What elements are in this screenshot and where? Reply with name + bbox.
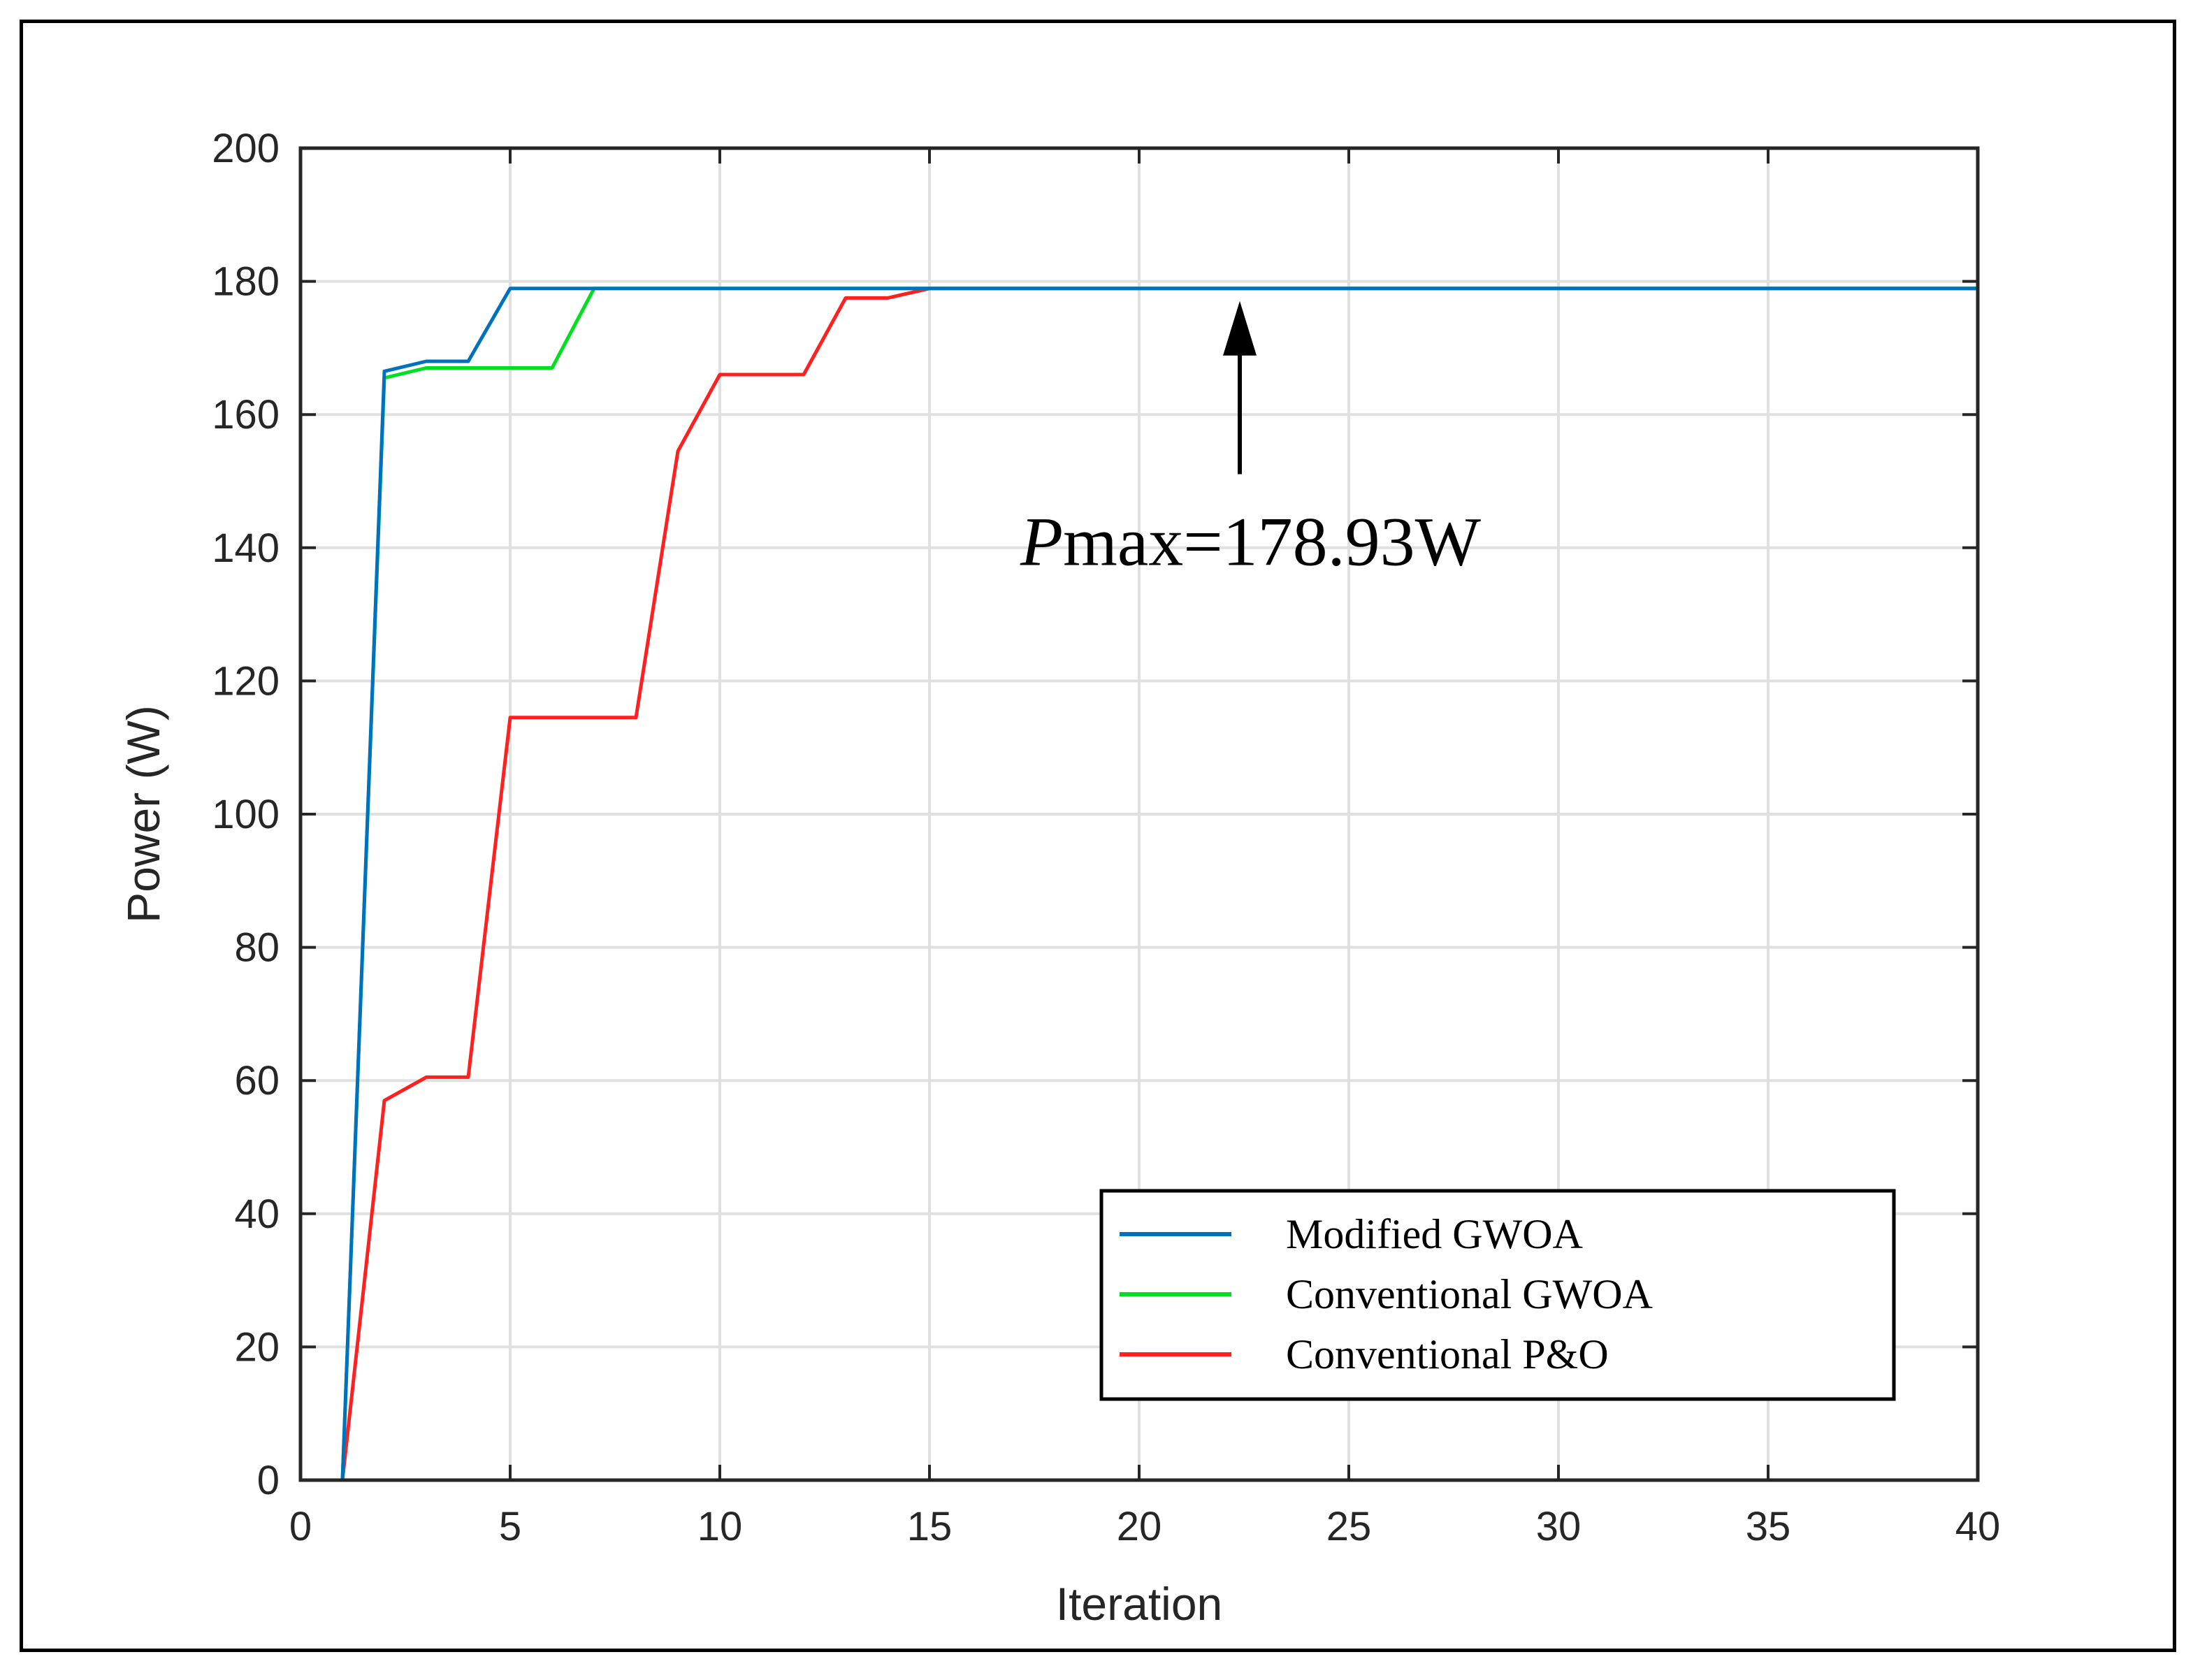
x-tick-label: 35	[1746, 1504, 1791, 1549]
y-tick-label: 140	[212, 526, 280, 571]
y-tick-label: 80	[234, 925, 280, 971]
y-tick-label: 20	[234, 1324, 280, 1370]
y-tick-label: 60	[234, 1058, 280, 1103]
y-axis-label: Power (W)	[117, 705, 169, 923]
y-tick-labels: 0 20 40 60 80 100 120 140 160 180 200	[212, 126, 280, 1503]
x-tick-label: 0	[289, 1504, 312, 1549]
legend: Modified GWOA Conventional GWOA Convention…	[1099, 1189, 1896, 1401]
pmax-annotation: Pmax=178.93W	[1020, 300, 1482, 581]
x-tick-labels: 0 5 10 15 20 25 30 35 40	[289, 1504, 2000, 1549]
series-line-0	[340, 287, 1978, 1481]
y-tick-label: 0	[257, 1458, 280, 1503]
x-axis-label: Iteration	[1056, 1578, 1222, 1630]
y-tick-label: 200	[212, 126, 280, 171]
pmax-arrow-head-icon	[1223, 300, 1257, 356]
x-tick-label: 10	[697, 1504, 743, 1549]
series-lines	[340, 287, 1978, 1481]
legend-label-2: Conventional P&O	[1286, 1331, 1609, 1377]
legend-box	[1099, 1189, 1896, 1401]
series-line-2	[340, 287, 1978, 1481]
y-tick-label: 100	[212, 792, 280, 837]
pmax-label-value: max=178.93W	[1063, 503, 1482, 581]
legend-label-0: Modified GWOA	[1286, 1211, 1583, 1257]
y-tick-label: 160	[212, 392, 280, 437]
y-tick-label: 40	[234, 1192, 280, 1237]
y-tick-label: 120	[212, 658, 280, 704]
legend-label-1: Conventional GWOA	[1286, 1271, 1653, 1317]
pmax-label: Pmax=178.93W	[1020, 503, 1482, 581]
x-tick-label: 5	[499, 1504, 521, 1549]
legend-items: Modified GWOA Conventional GWOA Convention…	[1120, 1211, 1653, 1377]
x-tick-label: 30	[1536, 1504, 1582, 1549]
x-tick-label: 15	[907, 1504, 953, 1549]
series-line-1	[340, 287, 1978, 1481]
y-tick-label: 180	[212, 259, 280, 305]
x-tick-label: 25	[1326, 1504, 1372, 1549]
plot-area-border	[298, 146, 1980, 1482]
pmax-label-prefix: P	[1020, 503, 1063, 581]
x-tick-label: 20	[1117, 1504, 1162, 1549]
x-tick-label: 40	[1955, 1504, 2001, 1549]
